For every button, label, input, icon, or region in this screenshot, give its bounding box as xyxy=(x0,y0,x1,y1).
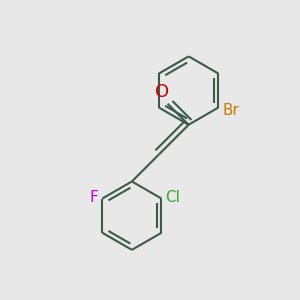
Text: F: F xyxy=(89,190,98,205)
Text: O: O xyxy=(155,83,169,101)
Text: Cl: Cl xyxy=(165,190,180,205)
Text: Br: Br xyxy=(223,103,240,118)
